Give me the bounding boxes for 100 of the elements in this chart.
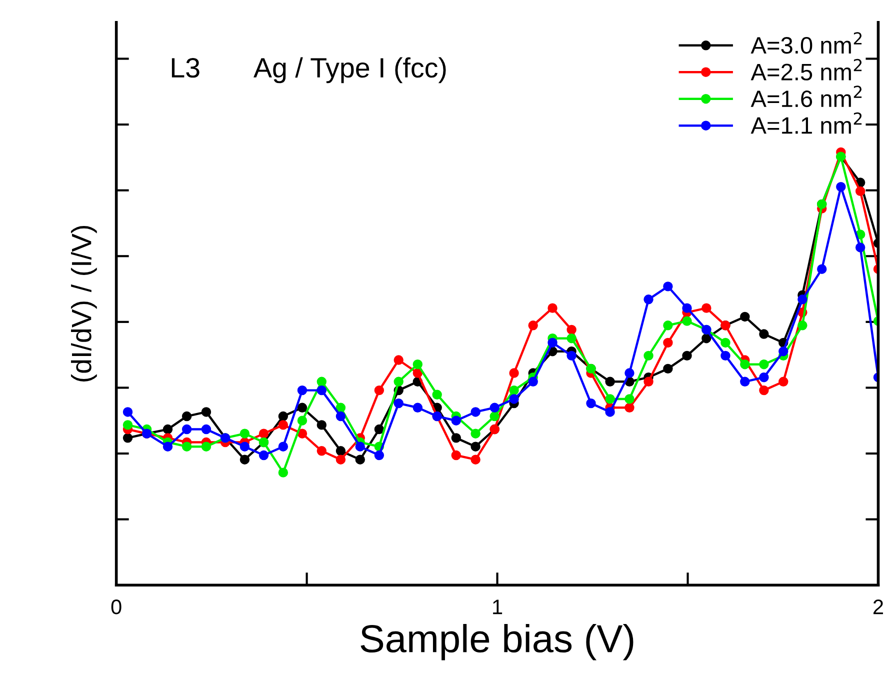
point (644, 294, 654, 304)
point (528, 320, 538, 330)
point (702, 303, 712, 313)
point (663, 282, 673, 292)
point (490, 411, 500, 422)
point (297, 402, 308, 412)
point (682, 350, 692, 361)
point (605, 376, 615, 387)
point (240, 454, 250, 464)
point (470, 454, 480, 464)
point (278, 468, 288, 478)
point (258, 450, 269, 460)
point (663, 320, 673, 330)
legend-label: A=1.6 nm$^{2}$ (750, 86, 862, 108)
point (240, 428, 250, 438)
point (122, 420, 133, 430)
point (374, 450, 384, 460)
point (336, 411, 346, 422)
x-tick-label: 2 (873, 600, 883, 614)
point (720, 338, 730, 348)
point (702, 334, 712, 344)
point (682, 303, 692, 313)
point (778, 346, 788, 356)
point (548, 303, 558, 313)
x-tick-label: 1 (493, 600, 502, 614)
point (412, 402, 423, 412)
point (451, 450, 461, 460)
point (258, 428, 269, 438)
point (586, 398, 596, 408)
point (759, 372, 769, 382)
point (122, 433, 133, 443)
text: L3 (172, 58, 200, 78)
point (759, 359, 769, 370)
point (798, 320, 808, 330)
point (394, 376, 404, 387)
point (412, 359, 423, 370)
point (566, 324, 576, 335)
point (798, 294, 808, 304)
point (663, 364, 673, 374)
x-tick-label: 0 (111, 600, 122, 614)
point (855, 186, 866, 196)
point (355, 442, 365, 452)
point (644, 376, 654, 387)
point (182, 442, 192, 452)
point (336, 446, 346, 456)
point (201, 442, 212, 452)
point (644, 350, 654, 361)
point (720, 350, 730, 361)
point (759, 385, 769, 396)
point (509, 394, 519, 404)
x-axis-title: Sample bias (V) (360, 624, 634, 660)
point (182, 411, 192, 422)
point (509, 385, 519, 396)
point (740, 376, 750, 387)
point (759, 329, 769, 339)
point (316, 446, 327, 456)
point (548, 338, 558, 348)
point (374, 424, 384, 434)
point (778, 376, 788, 387)
point (605, 394, 615, 404)
point (336, 454, 346, 464)
point (336, 402, 346, 412)
point (836, 182, 846, 192)
point (490, 402, 500, 412)
point (162, 424, 173, 434)
legend-label: A=2.5 nm$^{2}$ (750, 58, 862, 80)
point (740, 312, 750, 322)
point (394, 398, 404, 408)
point (278, 420, 288, 430)
point (566, 334, 576, 344)
point (432, 390, 442, 400)
point (182, 424, 192, 434)
point (316, 376, 327, 387)
point (624, 368, 634, 378)
legend-label: A=3.0 nm$^{2}$ (750, 32, 862, 54)
point (624, 402, 634, 412)
y-axis-title: (dI/dV) / (I/V) (70, 226, 97, 382)
point (278, 442, 288, 452)
point (528, 376, 538, 387)
point (682, 316, 692, 326)
point (451, 433, 461, 443)
point (122, 407, 133, 417)
point (663, 338, 673, 348)
point (201, 424, 212, 434)
point (297, 416, 308, 426)
point (240, 442, 250, 452)
point (278, 411, 288, 422)
point (566, 350, 576, 361)
point (297, 428, 308, 438)
point (605, 407, 615, 417)
point (162, 442, 173, 452)
point (855, 242, 866, 252)
text: Ag / Type I (fcc) (254, 57, 446, 84)
point (355, 454, 365, 464)
point (374, 385, 384, 396)
legend-label: A=1.1 nm$^{2}$ (750, 112, 862, 134)
point (470, 407, 480, 417)
point (470, 428, 480, 438)
point (201, 407, 212, 417)
point (624, 394, 634, 404)
